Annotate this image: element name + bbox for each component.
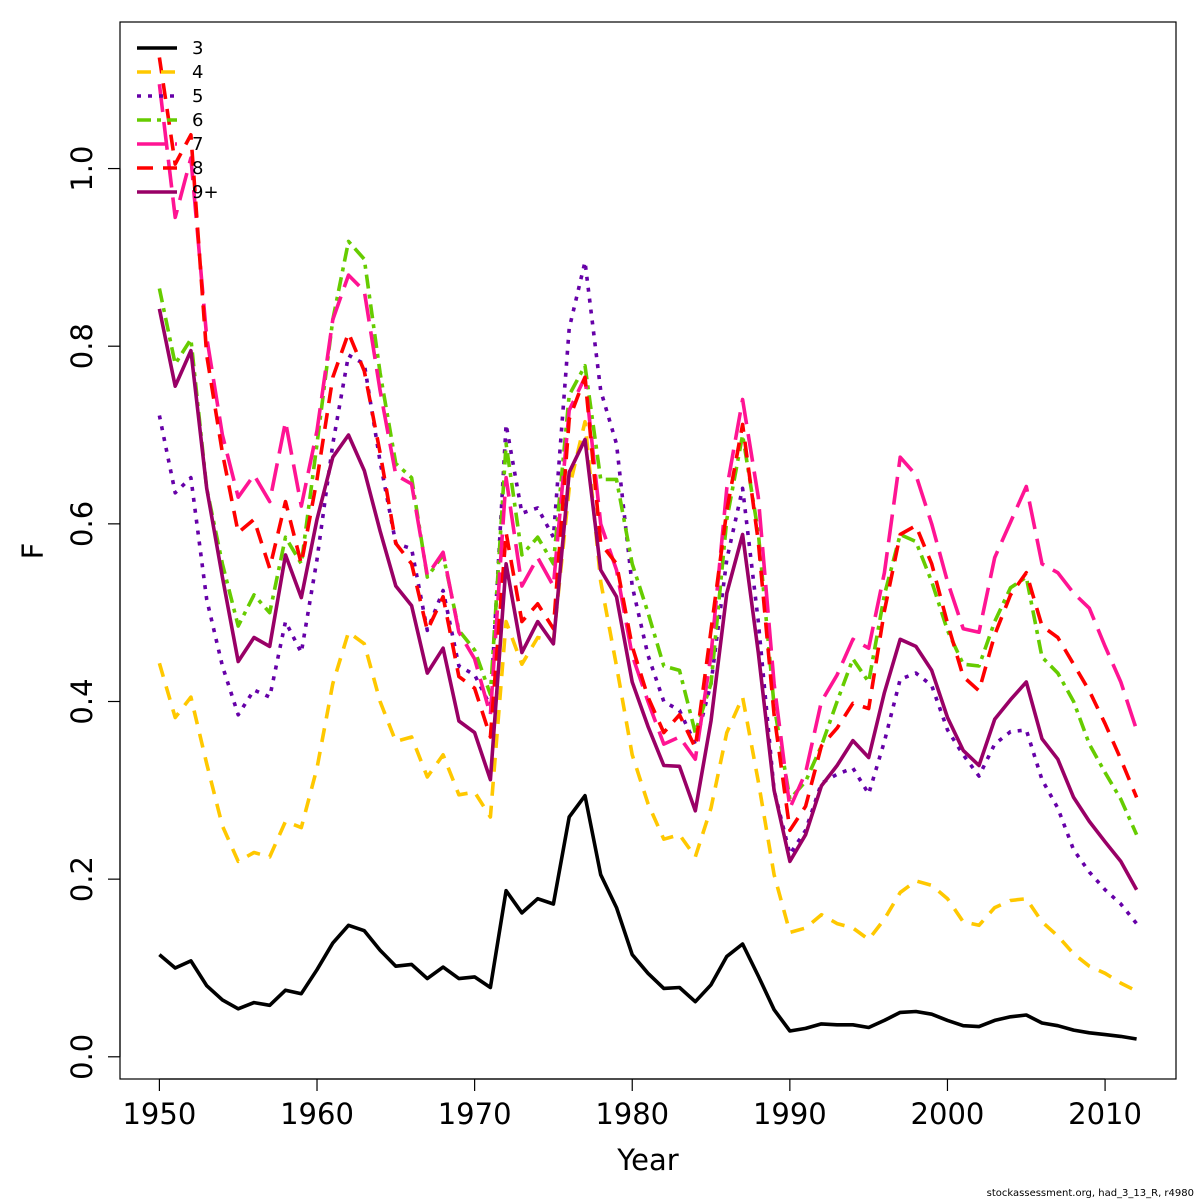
y-axis: 0.0 0.2 0.4 0.6 0.8 1.0	[65, 146, 121, 1080]
x-tick-label: 2010	[1068, 1097, 1142, 1131]
x-tick-label: 1960	[280, 1097, 354, 1131]
x-tick-label: 1980	[595, 1097, 669, 1131]
series-line-6	[157, 239, 1139, 836]
x-tick-label: 1970	[438, 1097, 512, 1131]
legend: 3 4 5 6 7 8 9+	[137, 38, 219, 203]
legend-label-4: 4	[192, 62, 203, 83]
series-line-4	[157, 419, 1138, 993]
series-line-9plus	[157, 308, 1139, 891]
credit-text: stockassessment.org, had_3_13_R, r4980	[987, 1188, 1194, 1199]
legend-label-5: 5	[192, 86, 203, 107]
legend-label-6: 6	[192, 110, 203, 131]
x-axis-title: Year	[616, 1143, 678, 1177]
legend-label-3: 3	[192, 38, 203, 59]
legend-label-9plus: 9+	[192, 182, 219, 203]
x-axis: 1950 1960 1970 1980 1990 2000 2010	[122, 1078, 1142, 1131]
y-axis-title: F	[16, 543, 50, 560]
x-tick-label: 1950	[122, 1097, 196, 1131]
y-tick-label: 0.4	[65, 678, 99, 724]
x-tick-label: 1990	[753, 1097, 827, 1131]
y-tick-label: 0.6	[65, 501, 99, 547]
y-tick-label: 1.0	[65, 146, 99, 192]
y-tick-label: 0.8	[65, 323, 99, 369]
series-line-3	[158, 793, 1137, 1041]
legend-label-8: 8	[192, 158, 203, 179]
legend-label-7: 7	[192, 134, 203, 155]
series-layer	[157, 57, 1139, 1041]
y-tick-label: 0.0	[65, 1034, 99, 1080]
series-line-8	[157, 57, 1139, 833]
x-tick-label: 2000	[911, 1097, 985, 1131]
y-tick-label: 0.2	[65, 856, 99, 902]
